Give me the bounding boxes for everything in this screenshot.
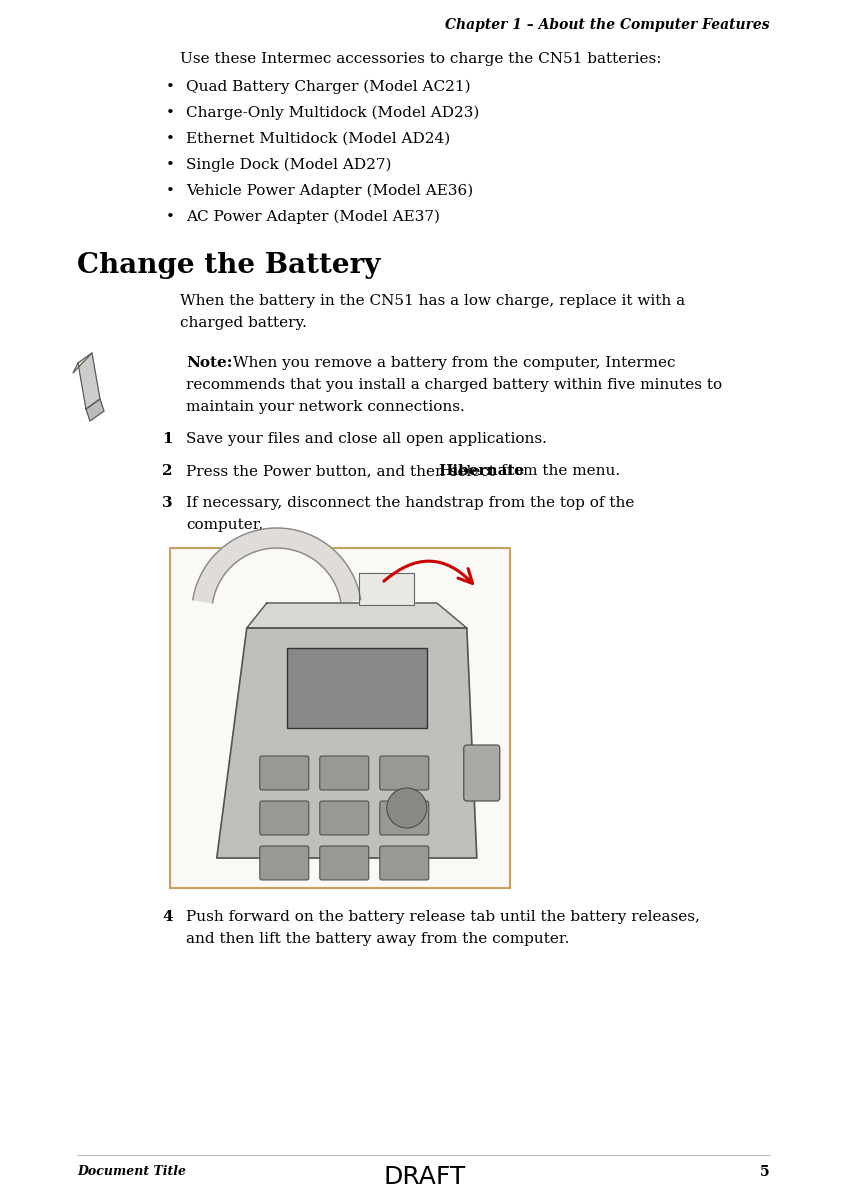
FancyBboxPatch shape xyxy=(260,846,309,880)
Polygon shape xyxy=(73,353,92,373)
Text: Charge-Only Multidock (Model AD23): Charge-Only Multidock (Model AD23) xyxy=(186,105,479,121)
Bar xyxy=(170,547,510,888)
Text: If necessary, disconnect the handstrap from the top of the: If necessary, disconnect the handstrap f… xyxy=(186,497,634,510)
Polygon shape xyxy=(360,574,414,606)
Text: Press the Power button, and then select: Press the Power button, and then select xyxy=(186,465,500,478)
Text: Save your files and close all open applications.: Save your files and close all open appli… xyxy=(186,433,547,446)
FancyBboxPatch shape xyxy=(320,756,369,790)
FancyBboxPatch shape xyxy=(464,745,500,801)
Polygon shape xyxy=(193,529,360,603)
Text: Quad Battery Charger (Model AC21): Quad Battery Charger (Model AC21) xyxy=(186,81,471,95)
Text: Change the Battery: Change the Battery xyxy=(77,252,380,278)
FancyBboxPatch shape xyxy=(260,801,309,835)
Polygon shape xyxy=(246,603,467,628)
Text: Ethernet Multidock (Model AD24): Ethernet Multidock (Model AD24) xyxy=(186,132,450,146)
Bar xyxy=(286,648,427,728)
FancyBboxPatch shape xyxy=(320,801,369,835)
Text: Document Title: Document Title xyxy=(77,1165,186,1178)
Text: charged battery.: charged battery. xyxy=(180,316,307,329)
Polygon shape xyxy=(217,628,477,858)
Text: Single Dock (Model AD27): Single Dock (Model AD27) xyxy=(186,158,392,172)
Text: •: • xyxy=(166,132,175,146)
Text: from the menu.: from the menu. xyxy=(501,465,620,478)
Text: maintain your network connections.: maintain your network connections. xyxy=(186,401,465,414)
Text: recommends that you install a charged battery within five minutes to: recommends that you install a charged ba… xyxy=(186,378,722,392)
Text: Push forward on the battery release tab until the battery releases,: Push forward on the battery release tab … xyxy=(186,910,700,924)
Text: When you remove a battery from the computer, Intermec: When you remove a battery from the compu… xyxy=(228,356,676,370)
Text: computer.: computer. xyxy=(186,518,264,532)
Text: 5: 5 xyxy=(761,1165,770,1179)
Polygon shape xyxy=(78,353,100,409)
Text: •: • xyxy=(166,184,175,198)
Text: Vehicle Power Adapter (Model AE36): Vehicle Power Adapter (Model AE36) xyxy=(186,184,473,198)
Text: AC Power Adapter (Model AE37): AC Power Adapter (Model AE37) xyxy=(186,210,440,224)
Text: DRAFT: DRAFT xyxy=(384,1165,466,1185)
Text: Chapter 1 – About the Computer Features: Chapter 1 – About the Computer Features xyxy=(445,18,770,32)
FancyBboxPatch shape xyxy=(380,801,428,835)
Circle shape xyxy=(387,788,427,828)
Polygon shape xyxy=(86,399,104,421)
Text: •: • xyxy=(166,158,175,172)
Text: When the battery in the CN51 has a low charge, replace it with a: When the battery in the CN51 has a low c… xyxy=(180,294,685,308)
Text: •: • xyxy=(166,81,175,94)
Text: and then lift the battery away from the computer.: and then lift the battery away from the … xyxy=(186,931,570,946)
FancyArrowPatch shape xyxy=(384,562,473,583)
Text: 3: 3 xyxy=(162,497,173,510)
Text: 4: 4 xyxy=(162,910,173,924)
Text: Note:: Note: xyxy=(186,356,232,370)
FancyBboxPatch shape xyxy=(260,756,309,790)
FancyBboxPatch shape xyxy=(380,846,428,880)
Text: 2: 2 xyxy=(162,465,173,478)
Text: 1: 1 xyxy=(162,433,173,446)
Text: Use these Intermec accessories to charge the CN51 batteries:: Use these Intermec accessories to charge… xyxy=(180,52,661,66)
FancyBboxPatch shape xyxy=(320,846,369,880)
Text: •: • xyxy=(166,210,175,224)
Text: Hibernate: Hibernate xyxy=(438,465,524,478)
Text: •: • xyxy=(166,105,175,120)
FancyBboxPatch shape xyxy=(380,756,428,790)
